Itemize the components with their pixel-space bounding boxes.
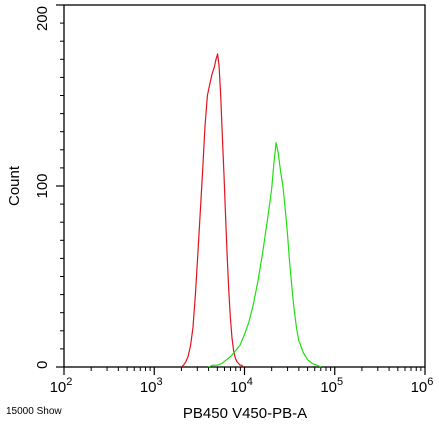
- x-axis-label: PB450 V450-PB-A: [183, 405, 307, 422]
- series-line-2: [208, 142, 322, 368]
- y-tick-label: 100: [34, 173, 51, 198]
- plot-area: [63, 4, 426, 368]
- y-tick-label: 200: [34, 6, 51, 31]
- x-tick-label: 104: [230, 376, 253, 396]
- y-ticks: 0 100 200: [34, 4, 64, 369]
- x-tick-label: 103: [140, 376, 163, 396]
- footnote-text: 15000 Show: [6, 406, 62, 417]
- x-major-ticks: 102 103 104 105 106: [50, 367, 434, 396]
- series-layer: [180, 53, 322, 368]
- x-tick-label: 105: [320, 376, 343, 396]
- x-tick-label: 106: [411, 376, 434, 396]
- y-tick-label: 0: [34, 361, 51, 369]
- x-minor-ticks: [90, 367, 422, 371]
- x-tick-label: 102: [50, 376, 73, 396]
- series-line-1: [180, 53, 244, 368]
- y-axis-label: Count: [6, 165, 23, 206]
